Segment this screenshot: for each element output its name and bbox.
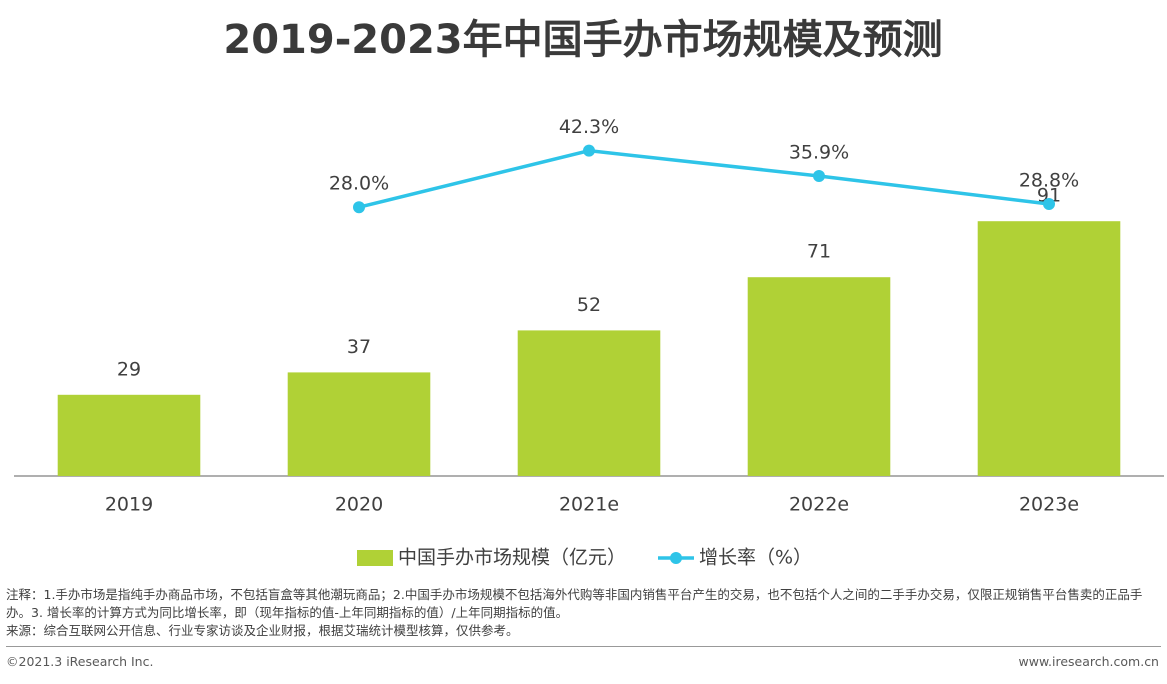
point	[353, 201, 365, 214]
data-label: 71	[807, 241, 831, 263]
data-label: 29	[117, 358, 141, 380]
data-label: 28.0%	[329, 173, 389, 195]
notes: 注释：1.手办市场是指纯手办商品市场，不包括盲盒等其他潮玩商品；2.中国手办市场…	[6, 586, 1161, 640]
legend-label: 增长率（%）	[699, 547, 812, 569]
bar	[57, 394, 201, 476]
data-label: 35.9%	[789, 141, 849, 163]
legend-label: 中国手办市场规模（亿元）	[398, 547, 626, 569]
data-label: 52	[577, 294, 601, 316]
note: 注释：1.手办市场是指纯手办商品市场，不包括盲盒等其他潮玩商品；2.中国手办市场…	[6, 587, 1143, 620]
x-tick-label: 2020	[335, 494, 383, 516]
source: 来源：综合互联网公开信息、行业专家访谈及企业财报，根据艾瑞统计模型核算，仅供参考…	[6, 623, 519, 638]
website: www.iresearch.com.cn	[1018, 654, 1160, 669]
x-tick-label: 2021e	[559, 494, 619, 516]
point	[1043, 198, 1055, 211]
data-label: 28.8%	[1019, 170, 1079, 192]
point	[813, 169, 825, 182]
data-label: 91	[1037, 185, 1061, 207]
bar	[287, 372, 431, 476]
line	[358, 148, 1050, 209]
x-tick-label: 2022e	[789, 494, 849, 516]
x-tick-label: 2023e	[1019, 494, 1079, 516]
point	[583, 144, 595, 157]
bar	[977, 221, 1121, 476]
bar	[747, 277, 891, 476]
chart-title: 2019-2023年中国手办市场规模及预测	[223, 17, 942, 63]
legend-swatch	[670, 552, 682, 564]
data-label: 42.3%	[559, 116, 619, 138]
chart: 2019-2023年中国手办市场规模及预测 2019 2020 2021e 2022e…	[14, 17, 1164, 569]
x-tick-label: 2019	[105, 494, 153, 516]
copyright: ©2021.3 iResearch Inc.	[6, 654, 154, 669]
bar	[517, 330, 661, 476]
legend-swatch	[357, 550, 393, 566]
data-label: 37	[347, 336, 371, 358]
footer-rule	[6, 646, 1161, 647]
